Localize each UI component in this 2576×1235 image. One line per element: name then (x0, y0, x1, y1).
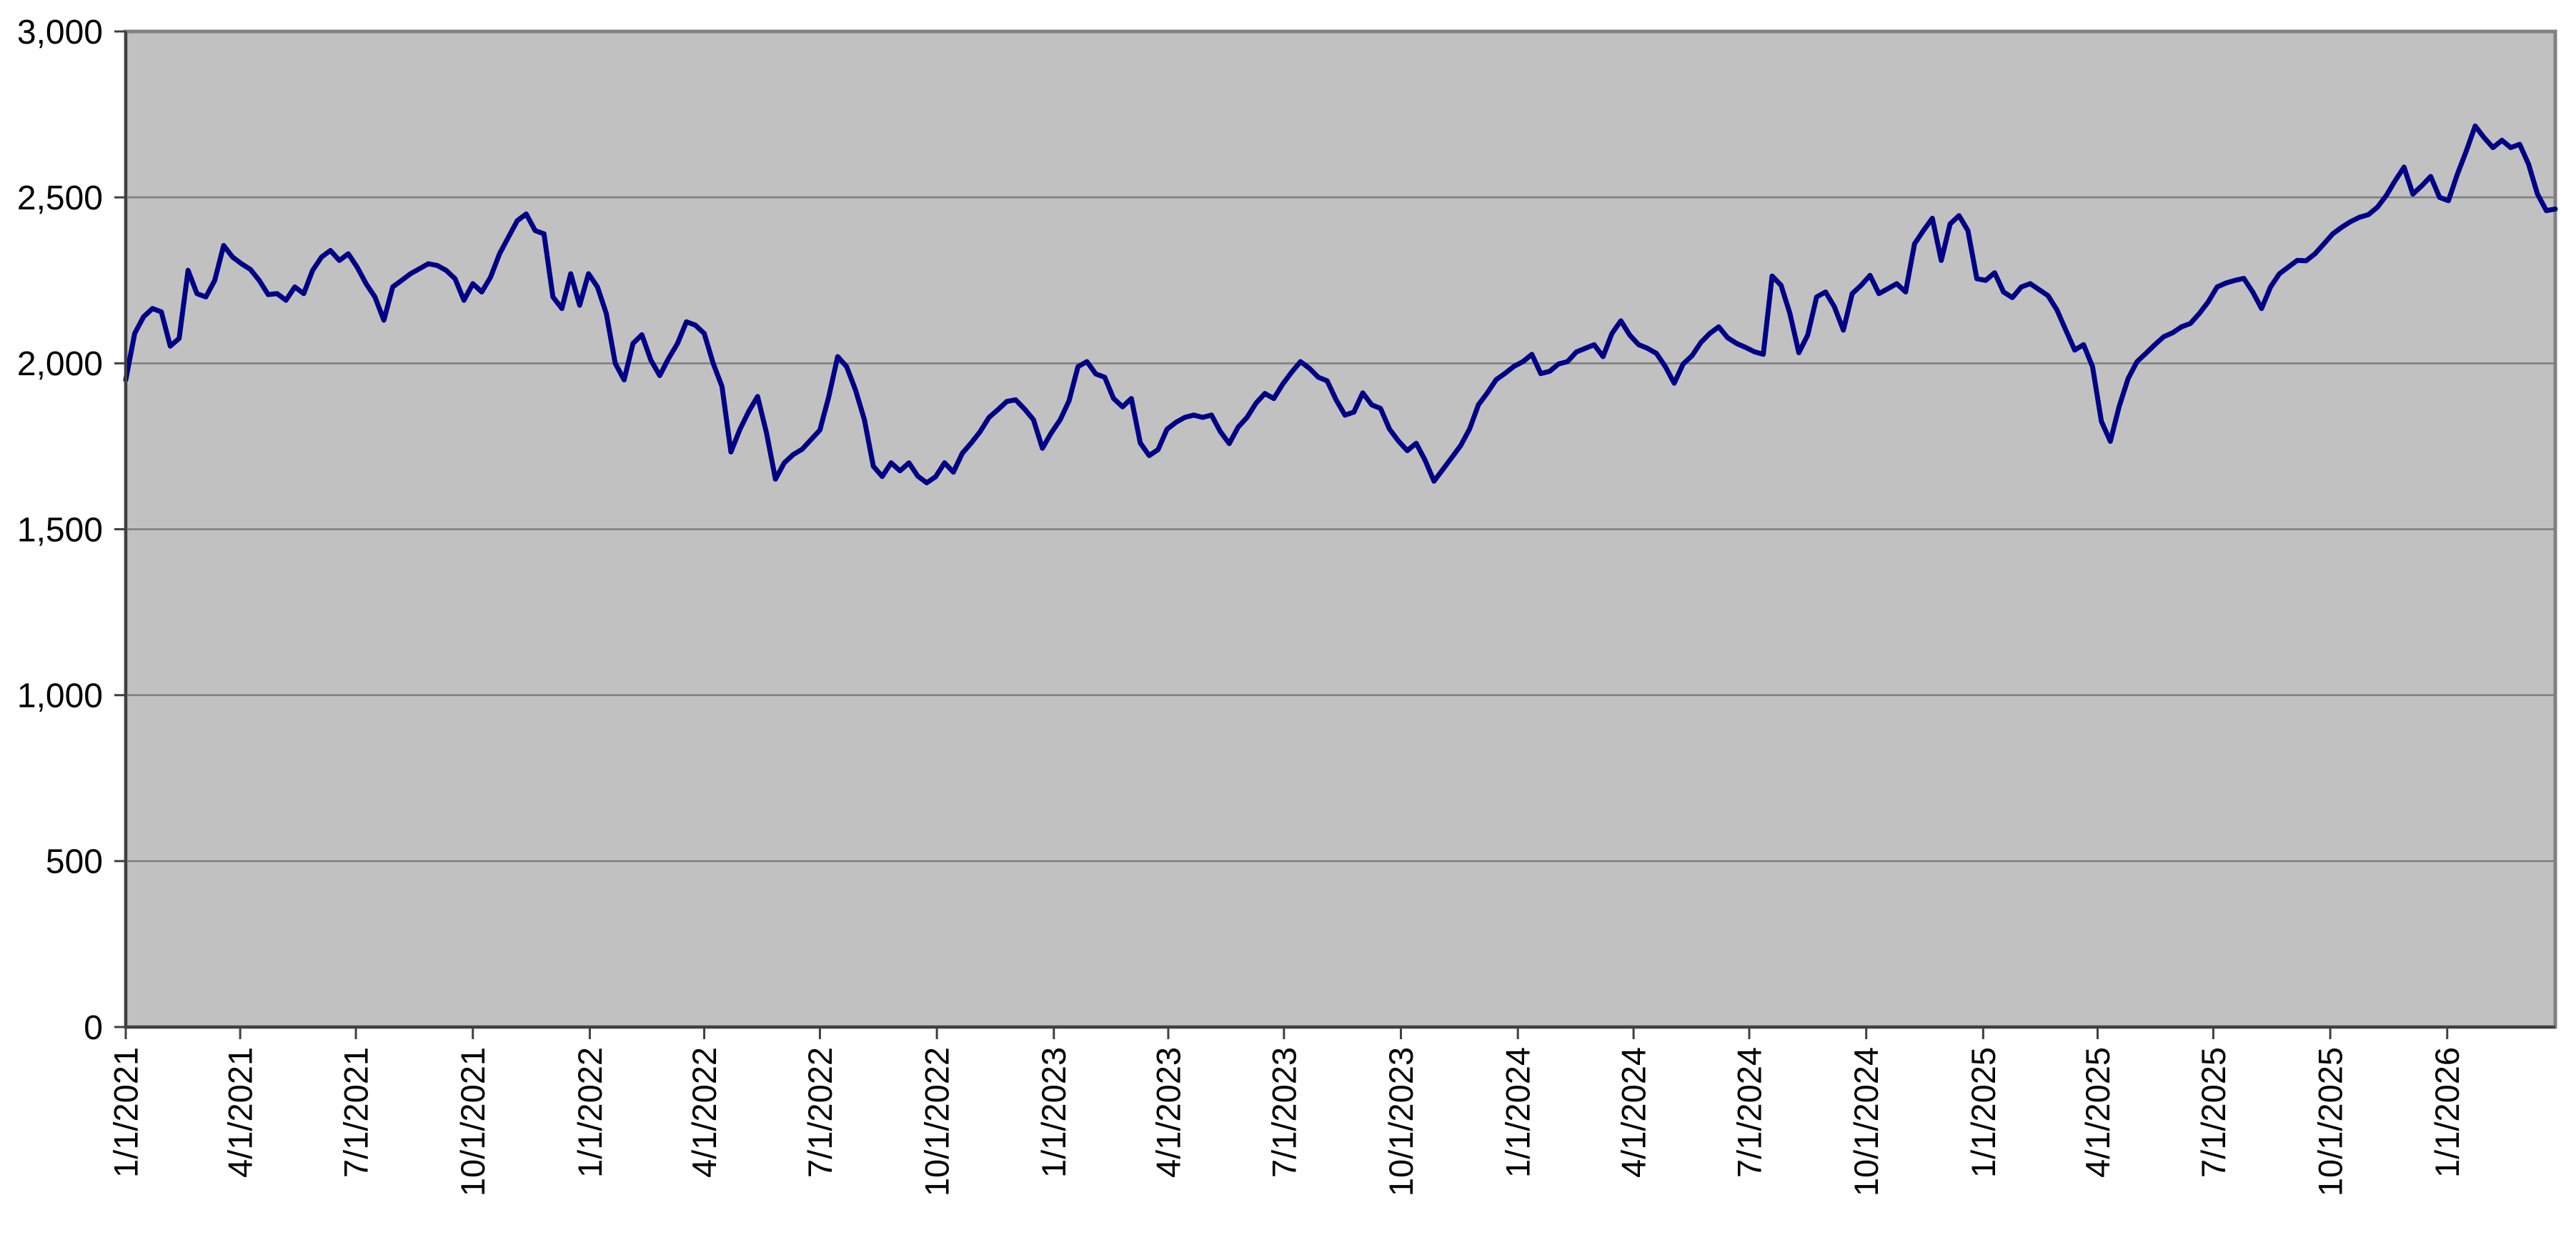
x-axis-labels: 1/1/2021 4/1/2021 7/1/2021 10/1/2021 1/1/202… (106, 1047, 2466, 1196)
x-tick-label: 4/1/2025 (2079, 1047, 2117, 1178)
x-tick-label: 1/1/2025 (1964, 1047, 2002, 1178)
x-tick-label: 10/1/2023 (1382, 1047, 1420, 1196)
x-tick-label: 10/1/2024 (1847, 1047, 1885, 1196)
y-tick-label: 3,000 (17, 14, 103, 51)
x-tick-label: 7/1/2025 (2194, 1047, 2232, 1178)
y-tick-label: 1,000 (17, 677, 103, 715)
y-tick-label: 2,500 (17, 179, 103, 217)
x-tick-label: 7/1/2024 (1730, 1047, 1768, 1178)
y-axis-labels: 0 500 1,000 1,500 2,000 2,500 3,000 (17, 14, 103, 1047)
x-tick-label: 7/1/2021 (337, 1047, 374, 1178)
x-tick-label: 4/1/2024 (1615, 1047, 1653, 1178)
price-line (123, 123, 2558, 485)
x-tick-label: 1/1/2023 (1035, 1047, 1073, 1178)
y-tick-label: 0 (84, 1009, 103, 1047)
x-tick-label: 10/1/2025 (2312, 1047, 2349, 1196)
x-tick-label: 4/1/2021 (222, 1047, 259, 1178)
y-tick-label: 2,000 (17, 345, 103, 383)
x-tick-label: 7/1/2023 (1265, 1047, 1303, 1178)
y-tick-label: 500 (46, 843, 103, 881)
x-tick-label: 7/1/2022 (801, 1047, 839, 1178)
x-tick-label: 1/1/2024 (1499, 1047, 1537, 1178)
x-tick-label: 10/1/2021 (454, 1047, 492, 1196)
x-tick-label: 1/1/2022 (571, 1047, 609, 1178)
x-tick-label: 1/1/2026 (2428, 1047, 2466, 1178)
gridlines (126, 196, 2555, 863)
x-tick-label: 10/1/2022 (918, 1047, 956, 1196)
tick-marks (114, 30, 2449, 1039)
x-tick-label: 4/1/2022 (685, 1047, 723, 1178)
price-series-line (123, 123, 2558, 485)
x-tick-label: 4/1/2023 (1149, 1047, 1187, 1178)
y-tick-label: 1,500 (17, 511, 103, 549)
x-tick-label: 1/1/2021 (106, 1047, 144, 1178)
